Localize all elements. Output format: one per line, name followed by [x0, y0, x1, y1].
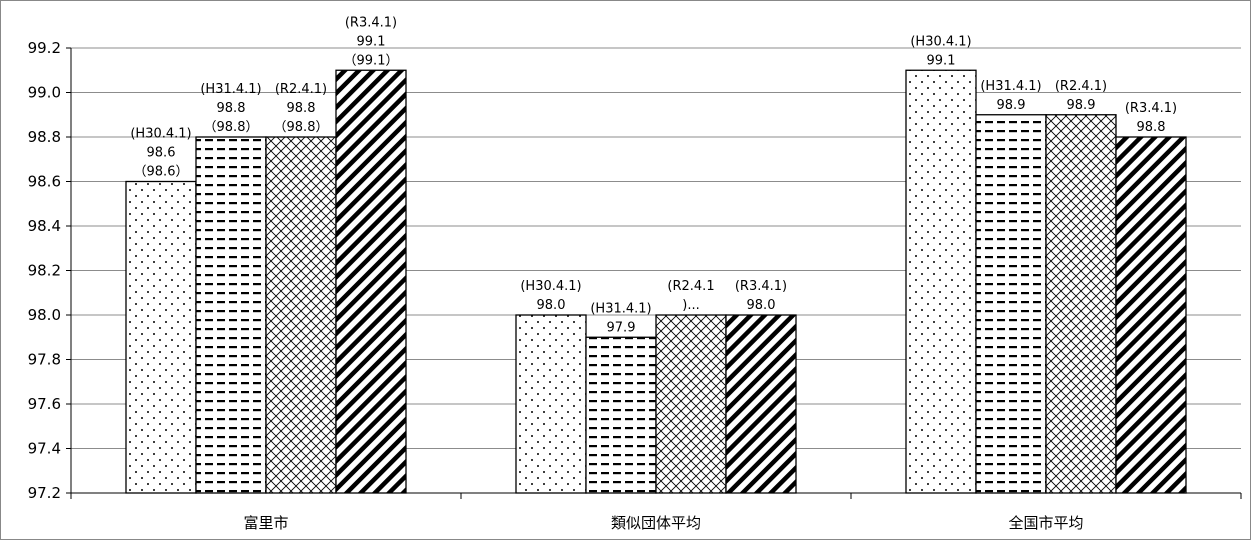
bar	[515, 314, 587, 494]
data-label: （98.8）	[274, 120, 329, 135]
bar	[125, 180, 197, 494]
data-label: （98.6）	[134, 165, 189, 180]
y-tick-label: 98.0	[28, 306, 61, 324]
data-label: (R3.4.1)	[735, 279, 787, 294]
data-label: 98.6	[147, 146, 176, 161]
y-tick-label: 99.0	[28, 84, 61, 102]
category-label: 全国市平均	[1008, 514, 1083, 532]
category-label: 類似団体平均	[611, 514, 701, 532]
bar	[905, 69, 977, 494]
data-label: （98.8）	[204, 120, 259, 135]
axes: 97.2 97.4 97.6 97.8 98.0 98.2 98.4 98.6 98.8 99.0…	[28, 39, 1242, 532]
data-label: (H30.4.1)	[520, 279, 581, 294]
data-label: (H30.4.1)	[910, 34, 971, 49]
data-label: 98.0	[537, 298, 566, 313]
y-tick-label: 97.8	[28, 351, 61, 369]
data-label: (H30.4.1)	[130, 127, 191, 142]
data-label: (R3.4.1)	[1125, 101, 1177, 116]
data-label: 98.9	[997, 98, 1026, 113]
bar	[975, 114, 1047, 494]
data-label: 98.8	[1137, 120, 1166, 135]
data-label: (R2.4.1	[667, 279, 714, 294]
data-label: 99.1	[927, 53, 956, 68]
y-tick-label: 98.4	[28, 217, 61, 235]
bar	[655, 314, 727, 494]
data-label: (R2.4.1)	[275, 82, 327, 97]
data-label: 98.9	[1067, 98, 1096, 113]
y-tick-label: 98.2	[28, 262, 61, 280]
y-tick-label: 98.8	[28, 128, 61, 146]
data-label: 99.1	[357, 34, 386, 49]
data-label: 98.0	[747, 298, 776, 313]
data-label: )...	[682, 298, 699, 313]
bars	[125, 69, 1187, 494]
y-tick-label: 97.2	[28, 484, 61, 502]
bar	[195, 136, 267, 494]
y-tick-label: 97.4	[28, 440, 61, 458]
data-labels: (H30.4.1) 98.6 （98.6） (H31.4.1) 98.8 （98.8） (R…	[130, 15, 1177, 335]
bar	[265, 136, 337, 494]
data-label: (R3.4.1)	[345, 15, 397, 30]
bar	[1115, 136, 1187, 494]
bar	[725, 314, 797, 494]
bar	[335, 69, 407, 494]
data-label: 98.8	[217, 101, 246, 116]
data-label: （99.1）	[344, 53, 399, 68]
data-label: (H31.4.1)	[200, 82, 261, 97]
data-label: (H31.4.1)	[590, 301, 651, 316]
data-label: 98.8	[287, 101, 316, 116]
bar	[1045, 114, 1117, 494]
y-tick-label: 98.6	[28, 173, 61, 191]
category-label: 富里市	[243, 514, 288, 532]
data-label: (H31.4.1)	[980, 79, 1041, 94]
data-label: (R2.4.1)	[1055, 79, 1107, 94]
data-label: 97.9	[607, 320, 636, 335]
y-tick-label: 99.2	[28, 39, 61, 57]
y-tick-label: 97.6	[28, 395, 61, 413]
bar	[585, 336, 657, 494]
